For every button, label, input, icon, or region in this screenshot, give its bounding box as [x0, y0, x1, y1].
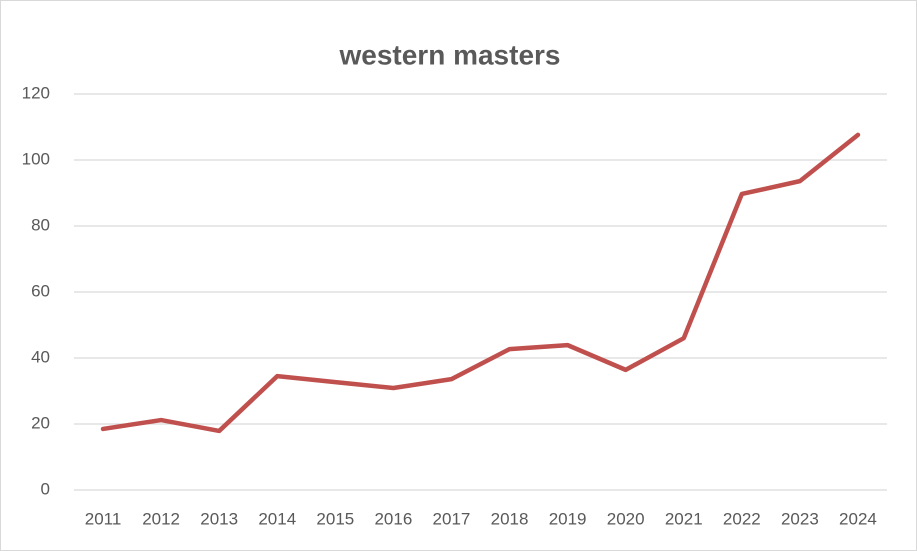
x-tick-label: 2017 — [433, 509, 471, 528]
y-tick-label: 0 — [41, 479, 50, 498]
x-tick-label: 2024 — [839, 509, 877, 528]
x-tick-label: 2011 — [85, 509, 122, 528]
x-tick-label: 2014 — [258, 509, 296, 528]
x-tick-label: 2016 — [374, 509, 412, 528]
x-tick-label: 2023 — [781, 509, 819, 528]
x-tick-label: 2020 — [607, 509, 645, 528]
y-tick-label: 120 — [22, 83, 50, 102]
y-tick-label: 60 — [31, 281, 50, 300]
x-tick-label: 2013 — [200, 509, 238, 528]
x-tick-label: 2019 — [549, 509, 587, 528]
x-tick-label: 2021 — [665, 509, 703, 528]
y-tick-label: 100 — [22, 149, 50, 168]
x-tick-label: 2012 — [142, 509, 180, 528]
x-tick-label: 2018 — [491, 509, 529, 528]
y-tick-label: 20 — [31, 413, 50, 432]
line-series — [100, 132, 861, 434]
x-tick-label: 2022 — [723, 509, 761, 528]
y-tick-label: 80 — [31, 215, 50, 234]
chart-title: western masters — [338, 39, 560, 70]
x-tick-label: 2015 — [316, 509, 354, 528]
y-tick-label: 40 — [31, 347, 50, 366]
